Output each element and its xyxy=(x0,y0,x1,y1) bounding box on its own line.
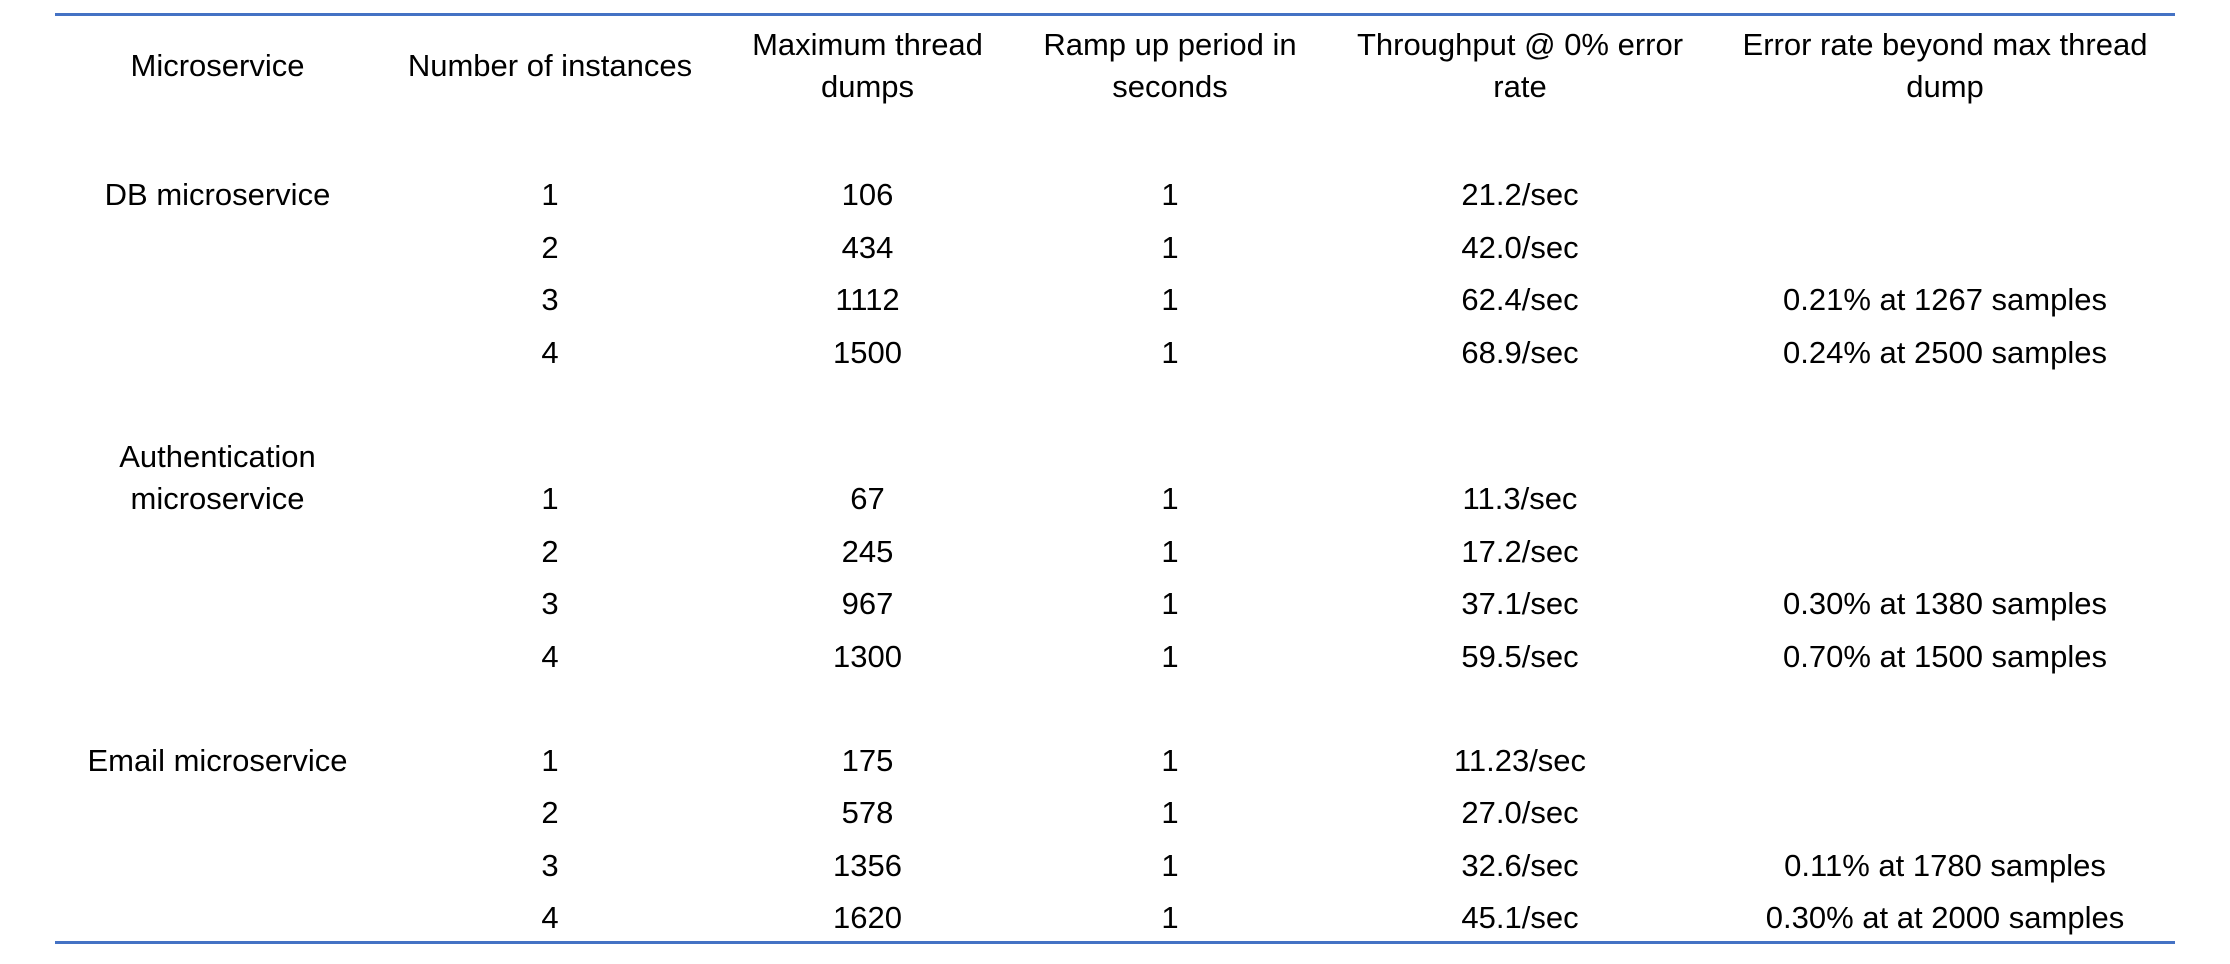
max-threads-cell: 578 xyxy=(841,795,894,830)
ramp-up-cell: 1 xyxy=(1161,335,1179,370)
header-error-rate: Error rate beyond max thread dump xyxy=(1715,24,2175,108)
max-threads-cell: 1112 xyxy=(835,282,900,317)
instances-cell: 3 xyxy=(541,586,559,621)
ramp-up-cell: 1 xyxy=(1161,586,1179,621)
error-rate-cell: 0.21% at 1267 samples xyxy=(1783,282,2107,317)
table-top-rule xyxy=(55,13,2175,16)
max-threads-cell: 106 xyxy=(841,177,894,212)
header-label: Throughput @ 0% error rate xyxy=(1356,27,1684,104)
error-rate-cell: 0.70% at 1500 samples xyxy=(1783,639,2107,674)
group-name: Email microservice xyxy=(87,743,348,778)
max-threads-cell: 175 xyxy=(841,743,894,778)
throughput-cell: 68.9/sec xyxy=(1461,335,1579,370)
max-threads-cell: 967 xyxy=(841,586,894,621)
max-threads-cell: 1300 xyxy=(833,639,902,674)
throughput-cell: 11.3/sec xyxy=(1462,481,1578,516)
ramp-up-cell: 1 xyxy=(1161,795,1179,830)
header-label: Number of instances xyxy=(407,48,693,83)
header-label: Ramp up period in seconds xyxy=(1043,27,1297,104)
ramp-up-cell: 1 xyxy=(1161,282,1179,317)
group-name: DB microservice xyxy=(104,177,331,212)
instances-cell: 4 xyxy=(541,900,559,935)
instances-cell: 3 xyxy=(541,848,559,883)
max-threads-cell: 1356 xyxy=(833,848,902,883)
instances-cell: 4 xyxy=(541,335,559,370)
ramp-up-cell: 1 xyxy=(1161,743,1179,778)
instances-cell: 2 xyxy=(541,230,559,265)
throughput-cell: 62.4/sec xyxy=(1461,282,1579,317)
throughput-cell: 45.1/sec xyxy=(1461,900,1579,935)
instances-cell: 1 xyxy=(541,177,559,212)
ramp-up-cell: 1 xyxy=(1161,534,1179,569)
max-threads-cell: 1500 xyxy=(833,335,902,370)
group-name: Authentication microservice xyxy=(55,436,380,520)
header-max-threads: Maximum thread dumps xyxy=(720,24,1015,108)
max-threads-cell: 245 xyxy=(841,534,894,569)
ramp-up-cell: 1 xyxy=(1161,481,1179,516)
error-rate-cell: 0.11% at 1780 samples xyxy=(1784,848,2106,883)
max-threads-cell: 67 xyxy=(850,481,885,516)
header-throughput: Throughput @ 0% error rate xyxy=(1330,24,1710,108)
instances-cell: 1 xyxy=(541,743,559,778)
max-threads-cell: 434 xyxy=(841,230,894,265)
instances-cell: 2 xyxy=(541,534,559,569)
throughput-cell: 17.2/sec xyxy=(1461,534,1579,569)
instances-cell: 1 xyxy=(541,481,559,516)
group-name-text: Authentication microservice xyxy=(119,439,316,516)
error-rate-cell: 0.30% at at 2000 samples xyxy=(1765,900,2125,935)
throughput-cell: 37.1/sec xyxy=(1461,586,1579,621)
ramp-up-cell: 1 xyxy=(1161,177,1179,212)
throughput-cell: 32.6/sec xyxy=(1461,848,1579,883)
error-rate-cell: 0.30% at 1380 samples xyxy=(1783,586,2107,621)
instances-cell: 3 xyxy=(541,282,559,317)
ramp-up-cell: 1 xyxy=(1161,900,1179,935)
header-label: Maximum thread dumps xyxy=(752,27,983,104)
throughput-cell: 59.5/sec xyxy=(1461,639,1579,674)
ramp-up-cell: 1 xyxy=(1161,848,1179,883)
header-label: Error rate beyond max thread dump xyxy=(1742,27,2148,104)
header-instances: Number of instances xyxy=(390,24,710,108)
error-rate-cell: 0.24% at 2500 samples xyxy=(1783,335,2107,370)
table-bottom-rule xyxy=(55,941,2175,944)
instances-cell: 4 xyxy=(541,639,559,674)
throughput-cell: 42.0/sec xyxy=(1461,230,1579,265)
instances-cell: 2 xyxy=(541,795,559,830)
header-ramp-up: Ramp up period in seconds xyxy=(1020,24,1320,108)
throughput-cell: 27.0/sec xyxy=(1461,795,1579,830)
ramp-up-cell: 1 xyxy=(1161,639,1179,674)
header-microservice: Microservice xyxy=(55,24,380,108)
max-threads-cell: 1620 xyxy=(833,900,902,935)
ramp-up-cell: 1 xyxy=(1161,230,1179,265)
header-label: Microservice xyxy=(130,48,305,83)
throughput-cell: 21.2/sec xyxy=(1461,177,1579,212)
throughput-cell: 11.23/sec xyxy=(1453,743,1587,778)
